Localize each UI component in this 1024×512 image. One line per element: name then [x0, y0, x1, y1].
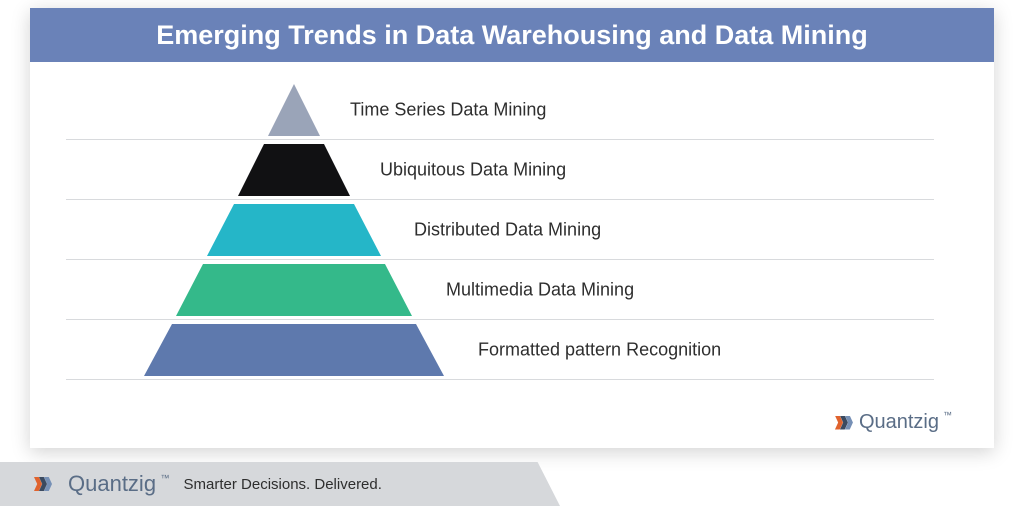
brand-chevron-icon: [835, 413, 855, 433]
brand-name: Quantzig: [68, 471, 156, 496]
pyramid-level-label: Multimedia Data Mining: [446, 279, 634, 300]
brand-tagline: Smarter Decisions. Delivered.: [184, 476, 382, 493]
pyramid-row: Distributed Data Mining: [66, 200, 934, 260]
brand-chevron-icon: [34, 474, 54, 494]
pyramid-row: Formatted pattern Recognition: [66, 320, 934, 380]
infographic-card: Emerging Trends in Data Warehousing and …: [30, 8, 994, 448]
title-text: Emerging Trends in Data Warehousing and …: [156, 20, 868, 51]
brand-tm: ™: [943, 410, 952, 420]
pyramid-row: Time Series Data Mining: [66, 80, 934, 140]
brand-name: Quantzig: [859, 411, 939, 434]
pyramid-level-label: Formatted pattern Recognition: [478, 339, 721, 360]
pyramid-rows: Time Series Data Mining Ubiquitous Data M…: [30, 80, 994, 380]
pyramid-level-label: Time Series Data Mining: [350, 99, 546, 120]
brand-logo-bottom-right: Quantzig ™: [835, 411, 952, 434]
title-bar: Emerging Trends in Data Warehousing and …: [30, 8, 994, 62]
pyramid-row: Ubiquitous Data Mining: [66, 140, 934, 200]
pyramid-level-label: Distributed Data Mining: [414, 219, 601, 240]
brand-tm: ™: [161, 473, 170, 483]
pyramid-row: Multimedia Data Mining: [66, 260, 934, 320]
footer-bar: Quantzig ™ Smarter Decisions. Delivered.: [0, 462, 560, 506]
pyramid-level-label: Ubiquitous Data Mining: [380, 159, 566, 180]
